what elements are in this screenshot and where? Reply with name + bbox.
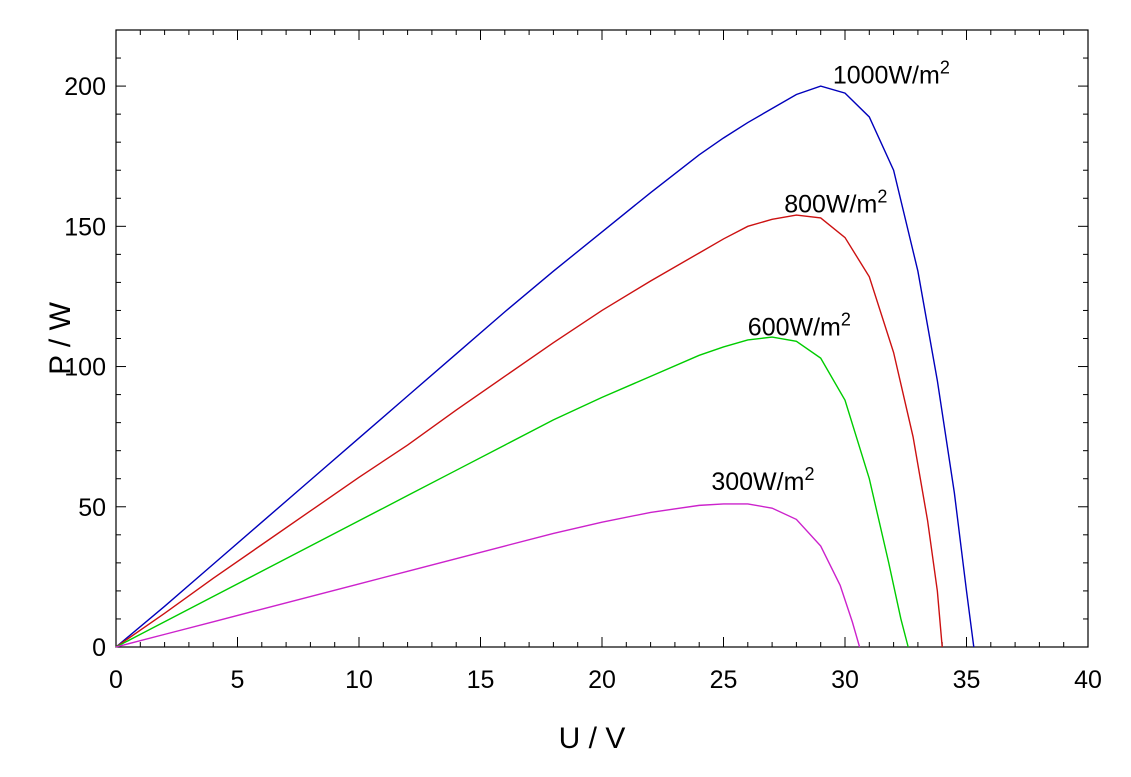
curve-label-text: 800W/m [784, 190, 877, 218]
curves [115, 85, 975, 648]
curve-label: 1000W/m2 [833, 57, 950, 89]
x-tick-label: 20 [588, 666, 616, 694]
curve-label-text: 300W/m [711, 468, 804, 496]
series-line [115, 503, 861, 648]
x-tick-label: 0 [109, 666, 123, 694]
curve-label: 600W/m2 [748, 310, 851, 342]
curve-label: 300W/m2 [711, 464, 814, 496]
x-tick-label: 40 [1074, 666, 1102, 694]
curve-label: 800W/m2 [784, 186, 887, 218]
series-line [115, 214, 943, 648]
y-tick-label: 50 [78, 494, 106, 522]
y-tick-label: 0 [92, 634, 106, 662]
y-axis-label: P / W [44, 301, 77, 374]
plot-area-frame [115, 29, 1089, 648]
y-tick-label: 200 [64, 73, 106, 101]
x-axis-label: U / V [559, 722, 626, 755]
y-tick-label: 150 [64, 213, 106, 241]
x-tick-label: 25 [710, 666, 738, 694]
series-line [115, 85, 975, 648]
curve-label-superscript: 2 [804, 464, 814, 484]
curve-label-superscript: 2 [940, 57, 950, 77]
x-tick-label: 5 [231, 666, 245, 694]
y-tick-label: 100 [64, 354, 106, 382]
x-tick-label: 15 [467, 666, 495, 694]
curve-label-superscript: 2 [841, 310, 851, 330]
curve-label-text: 1000W/m [833, 61, 940, 89]
curve-label-text: 600W/m [748, 314, 841, 342]
x-tick-label: 35 [953, 666, 981, 694]
axis-ticks [115, 29, 1089, 648]
series-line [115, 336, 909, 648]
axis-tick-labels: 0 5 10 15 20 25 30 35 40 0 50 100 150 200 [64, 73, 1102, 694]
x-tick-label: 10 [345, 666, 373, 694]
curve-label-superscript: 2 [877, 186, 887, 206]
x-tick-label: 30 [831, 666, 859, 694]
